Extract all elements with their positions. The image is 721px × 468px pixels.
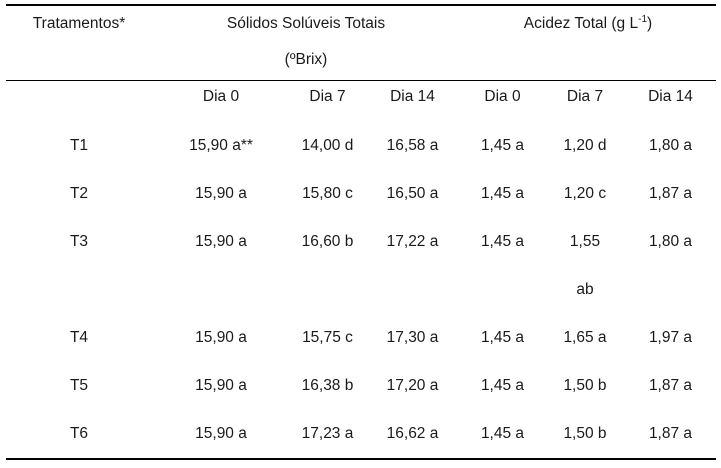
value-cell: 1,20 c: [563, 185, 607, 202]
table-row-t3: T3 15,90 a 16,60 b 17,22 a 1,45 a 1,55 a…: [6, 218, 716, 314]
value-cell: 17,22 a: [386, 233, 439, 250]
acidity-header-close-paren: ): [647, 15, 653, 32]
group-header-row: Tratamentos* Sólidos Solúveis Totais (ºB…: [6, 5, 716, 81]
sst-dia7-header: Dia 7: [309, 87, 346, 105]
treatment-label: T4: [69, 329, 89, 346]
value-cell: 15,90 a: [195, 329, 247, 346]
value-cell: 1,45 a: [480, 137, 525, 154]
day-subheader-row: Dia 0 Dia 7 Dia 14 Dia 0 Dia 7 Dia 14: [6, 80, 716, 122]
value-cell: 1,87 a: [648, 377, 693, 394]
value-cell: 1,45 a: [480, 377, 525, 394]
acidity-header-text: Acidez Total (g L: [523, 15, 639, 32]
value-cell: 15,80 c: [302, 185, 353, 202]
value-cell: 17,20 a: [386, 377, 439, 394]
value-cell-wrapped: 1,55 ab: [569, 233, 601, 298]
value-cell: 15,90 a: [195, 377, 247, 394]
table-row-t4: T4 15,90 a 15,75 c 17,30 a 1,45 a 1,65 a…: [6, 314, 716, 362]
acidez-dia14-header: Dia 14: [648, 87, 693, 105]
value-cell: 16,38 b: [301, 377, 354, 394]
value-cell: 1,80 a: [648, 137, 693, 154]
sst-dia14-header: Dia 14: [390, 87, 435, 105]
value-cell: 15,90 a: [195, 185, 247, 202]
acidez-dia0-header: Dia 0: [484, 87, 521, 105]
value-cell: 1,20 d: [563, 137, 607, 154]
results-table: Tratamentos* Sólidos Solúveis Totais (ºB…: [6, 4, 716, 460]
soluble-solids-group-header: Sólidos Solúveis Totais (ºBrix): [152, 5, 460, 81]
acidity-unit-superscript: -1: [638, 13, 648, 25]
total-acidity-group-header: Acidez Total (g L-1): [460, 5, 716, 81]
value-cell: 15,90 a: [195, 233, 247, 250]
value-cell: 17,23 a: [290, 410, 365, 460]
value-cell: 16,62 a: [365, 410, 460, 460]
treatment-label: T6: [6, 410, 152, 460]
treatments-column-header: Tratamentos*: [6, 5, 152, 81]
table-row-t2: T2 15,90 a 15,80 c 16,50 a 1,45 a 1,20 c…: [6, 170, 716, 218]
value-cell: 1,87 a: [648, 185, 693, 202]
value-cell: 14,00 d: [301, 137, 354, 154]
value-cell: 1,50 b: [563, 377, 607, 394]
value-cell: 1,45 a: [480, 329, 525, 346]
value-cell: 15,90 a: [152, 410, 290, 460]
value-cell: 1,50 b: [545, 410, 625, 460]
treatment-label: T3: [69, 233, 89, 250]
value-cell: 16,60 b: [301, 233, 354, 250]
table-row-t1: T1 15,90 a** 14,00 d 16,58 a 1,45 a 1,20…: [6, 122, 716, 170]
value-cell: 1,45 a: [480, 185, 525, 202]
value-cell: 1,80 a: [648, 233, 693, 250]
empty-corner-cell: [6, 80, 152, 122]
table-row-t6: T6 15,90 a 17,23 a 16,62 a 1,45 a 1,50 b…: [6, 410, 716, 460]
value-cell: 1,45 a: [480, 233, 525, 250]
treatment-label: T2: [69, 185, 89, 202]
value-cell: 17,30 a: [386, 329, 439, 346]
value-cell: 1,97 a: [648, 329, 693, 346]
acidez-dia7-header: Dia 7: [566, 87, 604, 105]
sst-dia0-header: Dia 0: [202, 87, 240, 105]
value-cell: 1,45 a: [460, 410, 545, 460]
value-cell: 1,65 a: [563, 329, 607, 346]
value-cell: 15,90 a**: [189, 137, 253, 154]
treatment-label: T1: [69, 137, 89, 154]
value-cell: 1,87 a: [625, 410, 716, 460]
value-cell: 16,58 a: [386, 137, 439, 154]
value-cell: 16,50 a: [386, 185, 439, 202]
value-cell: 15,75 c: [302, 329, 353, 346]
treatment-label: T5: [69, 377, 89, 394]
table-row-t5: T5 15,90 a 16,38 b 17,20 a 1,45 a 1,50 b…: [6, 362, 716, 410]
